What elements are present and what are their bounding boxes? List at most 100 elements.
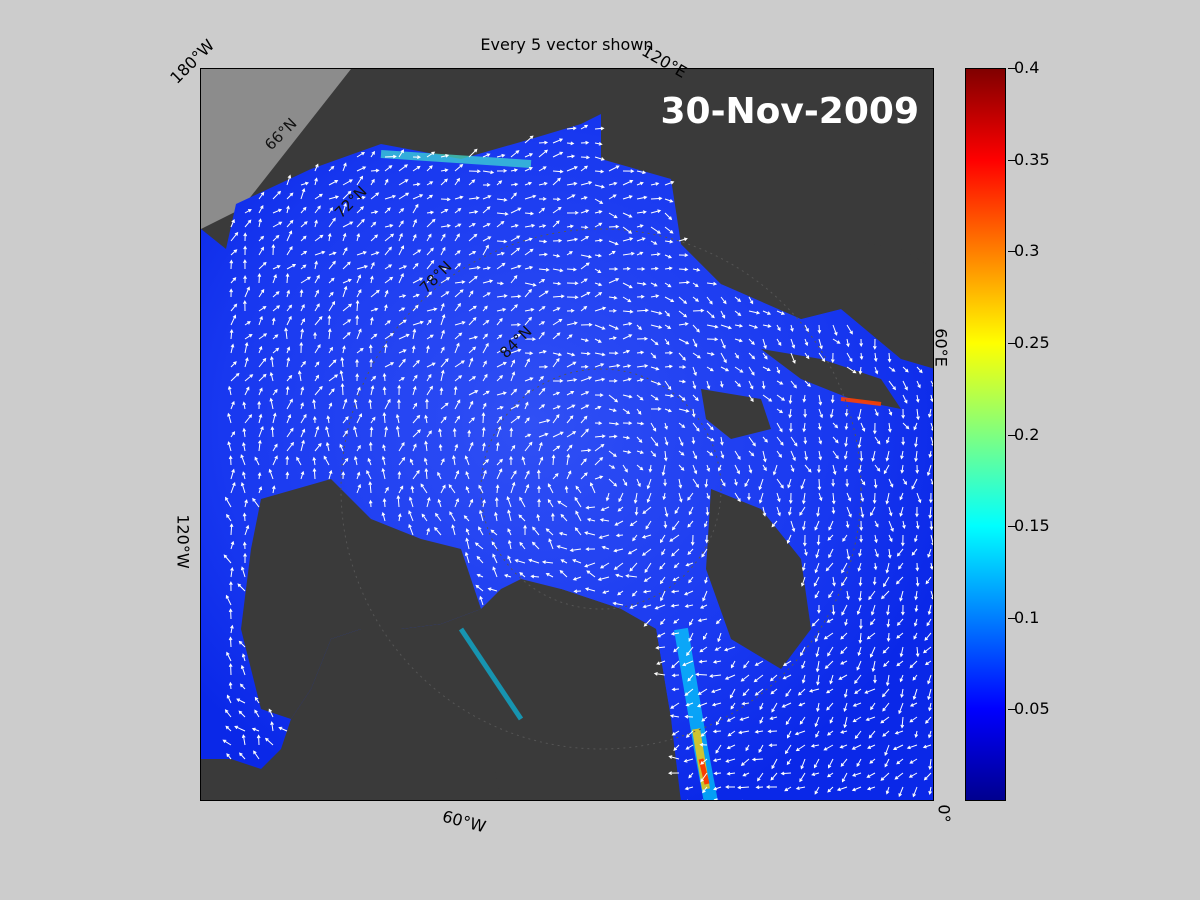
drift-vector	[547, 498, 554, 508]
drift-vector	[871, 660, 876, 673]
drift-vector	[314, 177, 318, 186]
drift-vector	[622, 364, 632, 368]
drift-vector	[589, 482, 596, 494]
drift-vector	[286, 289, 291, 298]
map-canvas: 66°N 72°N 78°N 84°N	[201, 69, 933, 800]
drift-vector	[342, 261, 351, 270]
drift-vector	[692, 296, 700, 302]
drift-vector	[636, 308, 649, 313]
drift-vector	[454, 289, 464, 298]
drift-vector	[685, 562, 694, 567]
drift-vector	[687, 548, 694, 555]
drift-vector	[241, 734, 246, 746]
drift-vector	[556, 545, 568, 550]
drift-vector	[586, 570, 596, 578]
drift-vector	[314, 344, 321, 354]
drift-vector	[491, 541, 498, 550]
drift-vector	[818, 492, 823, 502]
drift-vector	[538, 321, 546, 326]
drift-vector	[536, 513, 541, 522]
drift-vector	[916, 366, 923, 374]
drift-vector	[916, 492, 922, 504]
drift-vector	[717, 632, 722, 643]
drift-vector	[524, 194, 537, 200]
drift-vector	[224, 709, 232, 718]
drift-vector	[738, 730, 750, 735]
drift-vector	[258, 373, 267, 382]
drift-vector	[894, 772, 904, 780]
colorbar-tick-label: 0.15	[1014, 516, 1050, 535]
drift-vector	[720, 366, 730, 372]
drift-vector	[230, 624, 234, 634]
drift-vector	[902, 520, 906, 529]
drift-vector	[885, 436, 890, 444]
drift-vector	[720, 296, 727, 305]
drift-vector	[440, 233, 446, 242]
drift-vector	[702, 590, 708, 602]
drift-vector	[858, 548, 862, 557]
drift-vector	[686, 799, 689, 800]
drift-vector	[926, 464, 932, 477]
drift-vector	[496, 239, 508, 244]
drift-vector	[818, 436, 823, 445]
drift-vector	[856, 660, 862, 671]
ice-drift-vectors	[222, 124, 933, 800]
drift-vector	[426, 259, 435, 270]
drift-vector	[857, 646, 862, 657]
drift-vector	[328, 346, 333, 354]
drift-vector	[356, 328, 362, 340]
drift-vector	[802, 422, 807, 433]
drift-vector	[594, 268, 602, 274]
drift-vector	[762, 324, 772, 328]
drift-vector	[874, 408, 879, 417]
drift-vector	[900, 450, 904, 460]
drift-vector	[930, 590, 933, 600]
drift-vector	[900, 534, 905, 547]
drift-vector	[927, 604, 932, 616]
drift-vector	[312, 467, 317, 480]
drift-vector	[552, 177, 561, 186]
drift-vector	[300, 276, 312, 284]
drift-vector	[454, 262, 461, 270]
drift-vector	[846, 324, 853, 335]
drift-vector	[795, 744, 806, 752]
drift-vector	[552, 357, 560, 368]
drift-vector	[580, 404, 590, 410]
drift-vector	[858, 590, 863, 602]
drift-vector	[230, 400, 235, 410]
drift-vector	[300, 303, 305, 312]
drift-vector	[883, 464, 890, 475]
drift-vector	[342, 416, 349, 424]
drift-vector	[844, 408, 849, 417]
drift-vector	[672, 576, 680, 582]
drift-vector	[340, 356, 345, 368]
drift-vector	[636, 364, 649, 368]
drift-vector	[244, 499, 248, 508]
drift-vector	[885, 450, 890, 462]
drift-vector	[482, 402, 487, 410]
drift-vector	[412, 414, 421, 424]
drift-vector	[468, 417, 475, 424]
drift-vector	[730, 660, 736, 669]
drift-vector	[734, 478, 738, 486]
drift-vector	[742, 772, 750, 777]
drift-vector	[629, 562, 638, 572]
drift-vector	[398, 149, 404, 158]
drift-vector	[222, 739, 232, 746]
drift-vector	[286, 219, 294, 228]
drift-vector	[440, 168, 449, 173]
drift-vector	[519, 496, 526, 508]
drift-vector	[734, 352, 739, 359]
drift-vector	[776, 450, 783, 458]
drift-vector	[882, 646, 890, 654]
drift-vector	[901, 604, 905, 616]
drift-vector	[622, 282, 633, 289]
drift-vector	[475, 584, 484, 592]
drift-vector	[398, 441, 405, 452]
drift-vector	[753, 674, 764, 683]
meridian-label-60w: 60°W	[440, 806, 488, 837]
drift-vector	[700, 730, 708, 737]
drift-vector	[872, 422, 877, 435]
drift-vector	[908, 772, 918, 778]
drift-vector	[852, 772, 862, 777]
